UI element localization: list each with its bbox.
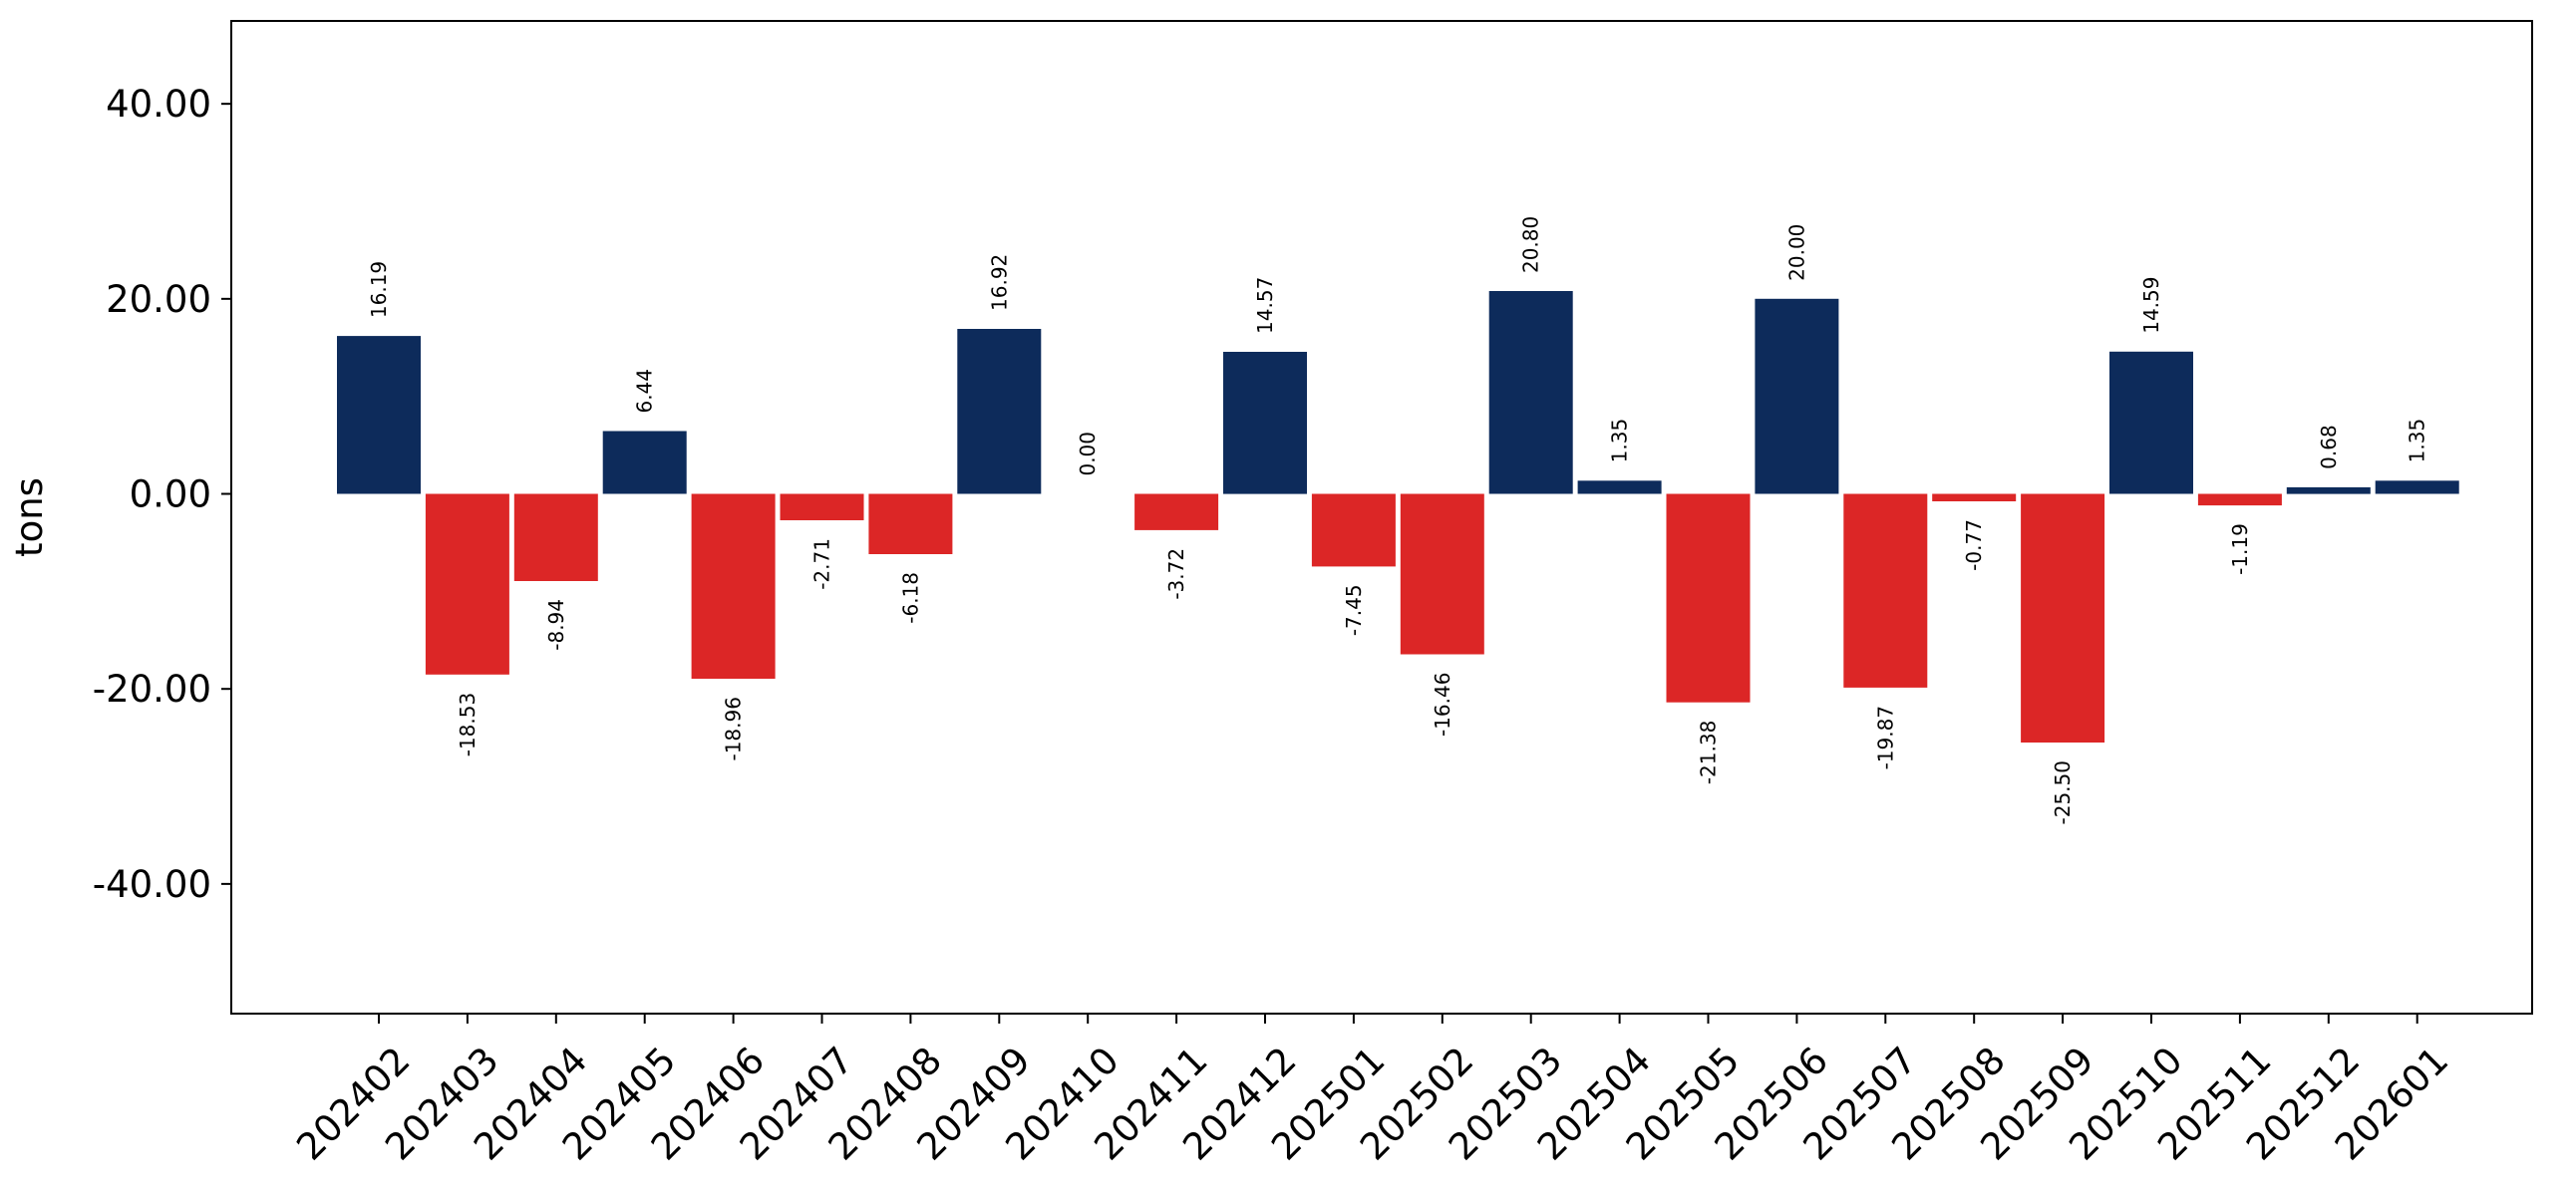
data-labels-layer: 16.19 -18.53 -8.94 6.44 -18.96 -2.71 -6.18 16.9… (367, 216, 2429, 825)
bar-202503 (1488, 291, 1573, 494)
bar-202407 (780, 493, 864, 520)
bar-202510 (2109, 351, 2193, 494)
bar-202509 (2021, 493, 2105, 743)
y-tick-label--20.00: -20.00 (93, 668, 211, 711)
data-label-202510: 14.59 (2139, 277, 2163, 334)
data-label-202601: 1.35 (2406, 419, 2429, 463)
data-label-202404: -8.94 (544, 599, 568, 651)
data-label-202506: 20.00 (1784, 224, 1808, 281)
bars-layer (337, 291, 2459, 743)
data-label-202406: -18.96 (722, 697, 746, 760)
data-label-202408: -6.18 (898, 572, 922, 624)
bar-202507 (1843, 493, 1928, 688)
bar-202601 (2375, 480, 2459, 494)
data-label-202405: 6.44 (633, 369, 657, 414)
data-label-202512: 0.68 (2317, 425, 2341, 469)
data-label-202507: -19.87 (1873, 706, 1897, 769)
data-label-202501: -7.45 (1342, 584, 1366, 636)
data-label-202412: 14.57 (1253, 277, 1277, 334)
y-tick-label-20.00: 20.00 (106, 278, 211, 321)
bar-202502 (1400, 493, 1484, 655)
bar-202504 (1577, 480, 1662, 494)
bar-202506 (1755, 298, 1839, 494)
y-tick-label--40.00: -40.00 (93, 863, 211, 906)
bar-202408 (868, 493, 953, 554)
y-axis: -40.00 -20.00 0.00 20.00 40.00 (93, 83, 231, 906)
bar-202409 (957, 329, 1042, 494)
bar-202403 (425, 493, 509, 675)
bar-202511 (2197, 493, 2282, 506)
data-label-202502: -16.46 (1431, 673, 1454, 737)
bar-202505 (1666, 493, 1751, 703)
data-label-202505: -21.38 (1697, 721, 1721, 784)
bar-202512 (2286, 486, 2371, 494)
data-label-202511: -1.19 (2228, 523, 2252, 575)
bar-202411 (1134, 493, 1219, 530)
y-tick-label-40.00: 40.00 (106, 83, 211, 126)
data-label-202410: 0.00 (1076, 432, 1100, 476)
bar-202412 (1223, 352, 1307, 494)
bar-202405 (602, 431, 687, 494)
bar-202501 (1311, 493, 1396, 567)
data-label-202411: -3.72 (1164, 548, 1188, 600)
data-label-202403: -18.53 (456, 693, 480, 756)
y-tick-label-0.00: 0.00 (130, 473, 211, 516)
bar-202404 (513, 493, 598, 581)
data-label-202402: 16.19 (367, 261, 391, 318)
bar-202402 (337, 336, 421, 494)
y-axis-label: tons (8, 477, 51, 557)
data-label-202504: 1.35 (1608, 419, 1632, 463)
data-label-202508: -0.77 (1962, 519, 1986, 571)
data-label-202509: -25.50 (2051, 760, 2075, 824)
data-label-202503: 20.80 (1519, 216, 1543, 273)
bar-202406 (691, 493, 776, 679)
data-label-202409: 16.92 (987, 254, 1011, 311)
bar-202508 (1932, 493, 2017, 501)
data-label-202407: -2.71 (810, 538, 834, 590)
plot-frame (230, 20, 2533, 1015)
